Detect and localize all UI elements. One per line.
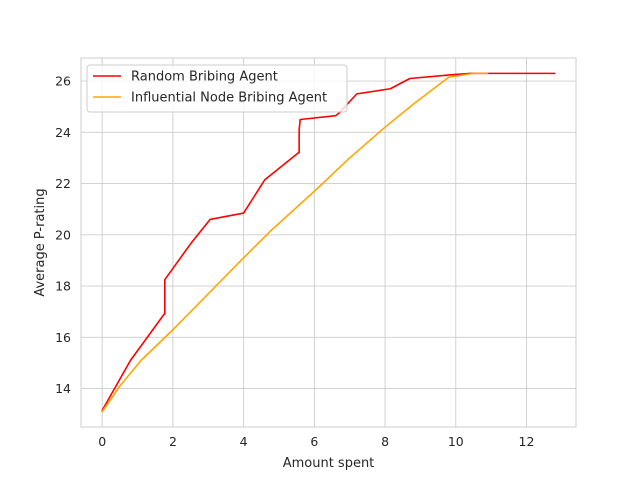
y-tick-label: 14 <box>55 381 71 396</box>
series-line-influential <box>101 72 489 413</box>
x-tick-labels: 0 2 4 6 8 10 12 <box>98 434 534 449</box>
y-tick-label: 24 <box>55 125 71 140</box>
x-tick-label: 10 <box>448 434 464 449</box>
y-tick-label: 22 <box>55 176 71 191</box>
x-gridlines <box>101 58 527 427</box>
y-gridlines <box>81 80 576 390</box>
x-tick-label: 2 <box>169 434 177 449</box>
series-layer <box>101 72 556 413</box>
series-line-random <box>101 72 556 412</box>
y-tick-label: 20 <box>55 227 71 242</box>
legend-label-random: Random Bribing Agent <box>131 70 278 85</box>
y-tick-label: 18 <box>55 279 71 294</box>
y-axis-label: Average P-rating <box>33 188 48 296</box>
legend-box <box>86 64 348 113</box>
x-tick-label: 0 <box>98 434 106 449</box>
x-tick-label: 12 <box>519 434 535 449</box>
x-tick-label: 8 <box>381 434 389 449</box>
x-tick-label: 4 <box>240 434 248 449</box>
legend-label-influential: Influential Node Bribing Agent <box>131 91 327 106</box>
y-tick-label: 26 <box>55 74 71 89</box>
y-tick-label: 16 <box>55 330 71 345</box>
x-axis-label: Amount spent <box>283 456 375 471</box>
legend: Random Bribing Agent Influential Node Br… <box>86 64 348 113</box>
x-tick-label: 6 <box>310 434 318 449</box>
y-tick-labels: 14 16 18 20 22 24 26 <box>55 74 71 397</box>
plot-frame <box>80 57 577 428</box>
